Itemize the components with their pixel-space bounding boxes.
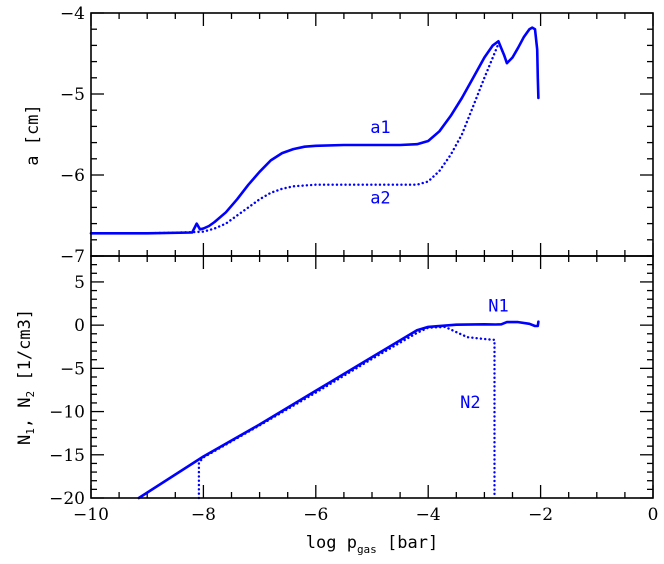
xlabel-sub: gas bbox=[357, 543, 377, 556]
top-ticks bbox=[90, 12, 654, 257]
x-tick-label: −8 bbox=[191, 505, 216, 525]
y-tick-label: 0 bbox=[74, 316, 85, 336]
y-tick-label: −6 bbox=[60, 166, 85, 186]
y-tick-label: −5 bbox=[60, 85, 85, 105]
y-axis-title-top: a [cm] bbox=[23, 104, 43, 165]
series-line-a1 bbox=[89, 26, 540, 235]
ylabel-sub2: 2 bbox=[24, 391, 37, 398]
panel-particle-radius: −7 −6 −5 −4 a1 a2 a [cm] bbox=[23, 4, 654, 267]
x-axis-title: log pgas [bar] bbox=[306, 533, 438, 556]
ylabel-sub1: 1 bbox=[24, 428, 37, 435]
x-tick-label: 0 bbox=[648, 505, 659, 525]
bottom-tick-labels: −20−15−10−505−10 −8 −6 −4 −2 0 bbox=[49, 273, 658, 525]
y-axis-title-bottom: N1, N2 [1/cm3] bbox=[15, 309, 37, 445]
x-tick-label: −6 bbox=[303, 505, 328, 525]
panel-number-density: −20−15−10−505−10 −8 −6 −4 −2 0 N1 N2 N1, N2 [… bbox=[15, 255, 658, 556]
top-tick-labels: −7 −6 −5 −4 bbox=[60, 4, 85, 267]
ylabel-unit: [1/cm3] bbox=[15, 309, 35, 391]
series-line-n1 bbox=[137, 320, 540, 500]
bottom-series-group bbox=[137, 320, 540, 500]
series-label-a1: a1 bbox=[370, 118, 390, 138]
series-line-a2 bbox=[89, 42, 500, 235]
series-line-n2 bbox=[197, 325, 496, 500]
y-tick-label: −20 bbox=[49, 489, 85, 509]
y-tick-label: 5 bbox=[74, 273, 85, 293]
x-tick-label: −2 bbox=[528, 505, 553, 525]
ylabel-n1: N bbox=[15, 435, 35, 445]
x-tick-label: −4 bbox=[416, 505, 441, 525]
bottom-ticks bbox=[90, 255, 654, 499]
series-label-n1: N1 bbox=[488, 296, 508, 316]
series-label-n2: N2 bbox=[460, 393, 480, 413]
top-series-group bbox=[89, 26, 540, 235]
y-tick-label: −7 bbox=[60, 247, 85, 267]
y-tick-label: −5 bbox=[60, 359, 85, 379]
ylabel-sep: , N bbox=[15, 397, 35, 428]
x-tick-label: −10 bbox=[73, 505, 109, 525]
series-label-a2: a2 bbox=[370, 188, 390, 208]
y-tick-label: −15 bbox=[49, 446, 85, 466]
y-tick-label: −10 bbox=[49, 403, 85, 423]
y-tick-label: −4 bbox=[60, 4, 85, 24]
bottom-plot-frame bbox=[90, 255, 654, 499]
xlabel-unit: [bar] bbox=[377, 533, 438, 553]
xlabel-main: log p bbox=[306, 533, 357, 553]
